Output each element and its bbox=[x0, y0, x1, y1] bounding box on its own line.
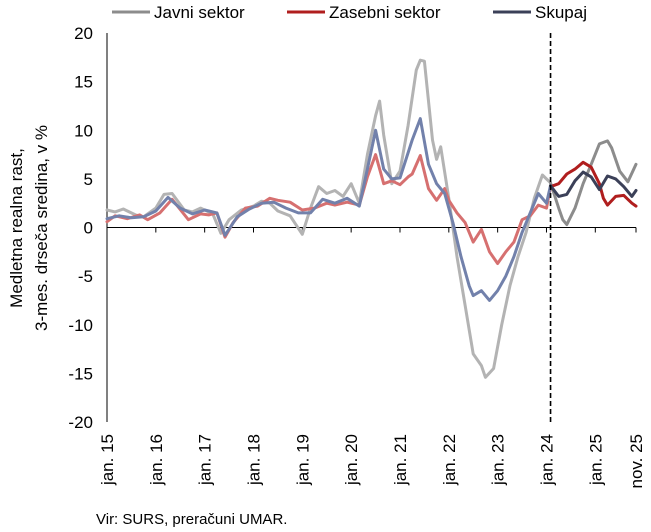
x-tick-label: jan. 22 bbox=[440, 434, 459, 486]
series-line-zasebni-sektor-recent bbox=[549, 160, 638, 208]
series-line-zasebni-sektor-historical bbox=[105, 153, 552, 265]
y-tick-label: -10 bbox=[68, 316, 93, 335]
series-layer bbox=[105, 58, 638, 379]
y-tick-label: 10 bbox=[74, 121, 93, 140]
chart-legend: Javni sektor Zasebni sektor Skupaj bbox=[112, 3, 587, 22]
legend-label: Zasebni sektor bbox=[329, 3, 441, 22]
y-tick-label: 20 bbox=[74, 24, 93, 43]
x-axis: jan. 15 jan. 16 jan. 17 jan. 18 jan. 19 jan. … bbox=[98, 227, 646, 489]
x-tick-label: jan. 24 bbox=[537, 434, 556, 486]
y-tick-label: -5 bbox=[78, 267, 93, 286]
y-axis-title-line-1: Medletna realna rast, bbox=[7, 148, 26, 308]
y-axis: 20 15 10 5 0 -5 -10 -15 -20 bbox=[68, 24, 108, 432]
x-tick-label: jan. 23 bbox=[489, 434, 508, 486]
x-tick-label: jan. 20 bbox=[342, 434, 361, 486]
y-tick-label: 15 bbox=[74, 73, 93, 92]
x-tick-label: jan. 18 bbox=[244, 434, 263, 486]
series-line-skupaj-historical bbox=[105, 117, 552, 302]
x-tick-label: jan. 21 bbox=[391, 434, 410, 486]
legend-label: Javni sektor bbox=[154, 3, 245, 22]
legend-label: Skupaj bbox=[535, 3, 587, 22]
y-tick-label: -15 bbox=[68, 364, 93, 383]
x-tick-label: jan. 16 bbox=[147, 434, 166, 486]
y-axis-title-line-2: 3-mes. drseča sredina, v % bbox=[32, 125, 51, 331]
series-line-javni-sektor-recent bbox=[549, 139, 638, 227]
x-tick-label: nov. 25 bbox=[627, 434, 646, 489]
y-tick-label: 0 bbox=[84, 219, 93, 238]
x-tick-label: jan. 25 bbox=[586, 434, 605, 486]
x-tick-label: jan. 17 bbox=[196, 434, 215, 486]
x-tick-label: jan. 19 bbox=[293, 434, 312, 486]
series-line-javni-sektor-historical bbox=[105, 58, 552, 379]
y-tick-label: 5 bbox=[84, 170, 93, 189]
source-note: Vir: SURS, preračuni UMAR. bbox=[96, 511, 287, 528]
series-line-skupaj-recent bbox=[549, 170, 638, 198]
y-tick-label: -20 bbox=[68, 413, 93, 432]
x-tick-label: jan. 15 bbox=[98, 434, 117, 486]
